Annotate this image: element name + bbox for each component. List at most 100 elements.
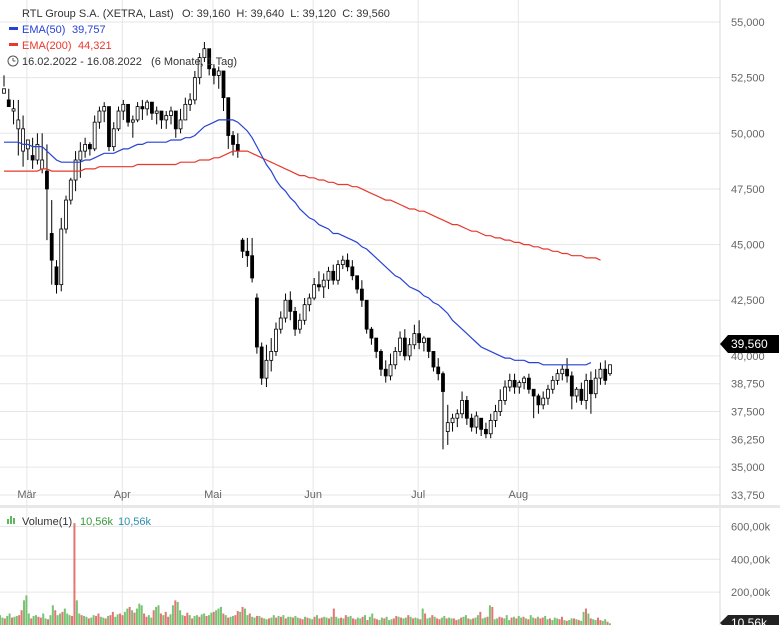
volume-bar (332, 608, 335, 625)
volume-bar (544, 615, 547, 625)
volume-bar (380, 617, 383, 625)
date-range: 16.02.2022 - 16.08.2022 (6 Monate, 1 Tag… (22, 56, 237, 68)
volume-bar (54, 610, 57, 625)
volume-bar (371, 613, 374, 625)
volume-bar (467, 618, 470, 625)
volume-bar (594, 620, 597, 625)
volume-bar (227, 617, 230, 625)
candle (321, 273, 326, 299)
volume-bar (340, 617, 343, 625)
volume-bar (234, 615, 237, 625)
volume-bar (20, 610, 23, 625)
volume-bar (558, 619, 561, 625)
candle (317, 271, 321, 292)
volume-bar (373, 618, 376, 625)
volume-bar (0, 615, 1, 625)
volume-bar (455, 620, 458, 625)
volume-bar (138, 603, 141, 625)
candle (226, 97, 231, 149)
candle (512, 373, 517, 394)
volume-bar (169, 614, 172, 625)
candle (431, 351, 436, 372)
volume-bar (128, 606, 131, 625)
volume-bar (291, 617, 294, 625)
volume-bar (92, 615, 95, 625)
volume-bar (443, 615, 446, 625)
volume-bar (342, 618, 345, 625)
volume-bar (575, 619, 578, 625)
candle (59, 217, 64, 292)
candle (359, 280, 364, 307)
volume-bar (272, 615, 275, 625)
volume-bar (424, 613, 427, 625)
volume-bar (121, 615, 124, 625)
price-tick-label: 37,500 (731, 407, 765, 419)
volume-bar (472, 618, 475, 625)
volume-bar (493, 619, 496, 625)
volume-bar (59, 613, 62, 625)
volume-bar (440, 617, 443, 625)
volume-bar (66, 613, 69, 625)
volume-bar (392, 618, 395, 625)
ema50-value: 39,757 (72, 24, 106, 36)
volume-bar (174, 600, 177, 625)
volume-bar (361, 616, 364, 625)
volume-tick-label: 400,00k (731, 554, 771, 566)
candle (254, 293, 259, 354)
volume-bar (140, 605, 143, 625)
price-tick-label: 40,000 (731, 351, 765, 363)
volume-bar (279, 616, 282, 625)
volume-bar (503, 618, 506, 625)
volume-bar (532, 617, 535, 625)
candle (245, 237, 250, 267)
volume-bar (445, 618, 448, 625)
candle (493, 404, 498, 428)
candle (30, 137, 35, 169)
volume-bar (90, 617, 93, 625)
volume-bar (239, 611, 242, 625)
month-tick-label: Mai (204, 489, 222, 501)
volume-bar (243, 608, 246, 625)
volume-bar (255, 615, 258, 625)
volume-bar (284, 618, 287, 625)
volume-bar (44, 618, 47, 625)
candle (355, 275, 360, 294)
candle (603, 360, 608, 385)
volume-bar (229, 616, 232, 625)
candle (526, 373, 531, 394)
candle (417, 320, 422, 350)
volume-bar (527, 619, 530, 625)
candle (35, 133, 40, 165)
price-tick-label: 42,500 (731, 295, 765, 307)
volume-bar (510, 617, 513, 625)
volume-bar (68, 615, 71, 625)
volume-bar (474, 617, 477, 625)
volume-bar (251, 616, 254, 625)
candle (173, 110, 178, 138)
volume-bar (51, 605, 54, 625)
volume-bar (390, 619, 393, 625)
candle (68, 177, 73, 205)
volume-bar (356, 617, 359, 625)
volume-bar (524, 618, 527, 625)
volume-bar (577, 620, 580, 625)
volume-bar (609, 623, 611, 625)
volume-bar (287, 616, 290, 625)
volume-bar (299, 618, 302, 625)
volume-bar (42, 613, 45, 625)
volume-bar (246, 615, 249, 625)
candle (159, 110, 164, 129)
volume-bar (347, 616, 350, 625)
volume-bar (592, 619, 595, 625)
volume-bar (318, 618, 321, 625)
volume-bar (388, 620, 391, 625)
volume-bar (596, 617, 599, 625)
volume-bar (584, 608, 587, 625)
candle (312, 277, 317, 301)
candle (221, 70, 226, 112)
volume-value-2: 10,56k (118, 516, 152, 528)
volume-bar (421, 608, 424, 625)
price-tick-label: 38,750 (731, 379, 765, 391)
